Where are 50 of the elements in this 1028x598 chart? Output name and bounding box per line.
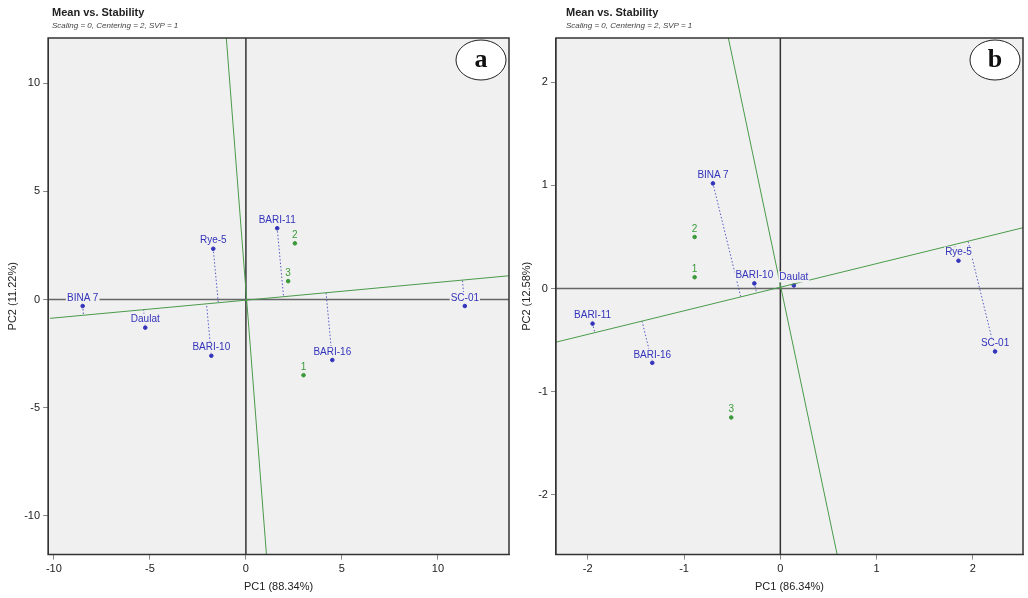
x-tick-label: -1 — [679, 562, 689, 575]
text: BARI-10 — [735, 269, 774, 281]
text: BARI-16 — [633, 348, 672, 360]
text: 1 — [300, 360, 307, 372]
chart-title: Mean vs. Stability — [566, 6, 659, 18]
x-tick-label: -10 — [45, 562, 62, 575]
x-tick-label: -2 — [582, 562, 593, 575]
y-tick-label: 0 — [33, 292, 41, 305]
text: 2 — [292, 229, 299, 241]
text: Daulat — [130, 313, 160, 325]
text: BARI-11 — [574, 309, 612, 321]
y-tick-label: 1 — [541, 178, 548, 191]
x-tick-label: 0 — [777, 562, 784, 575]
y-axis-title: PC2 (11.22%) — [5, 262, 18, 331]
chart-title: Mean vs. Stability — [52, 6, 145, 18]
chart-subtitle: Scaling = 0, Centering = 2, SVP = 1 — [566, 21, 693, 30]
text: BARI-11 — [258, 213, 297, 225]
text: SC-01 — [450, 291, 480, 303]
y-tick-label: -2 — [538, 487, 548, 500]
annotation: b — [987, 43, 1003, 73]
text: Daulat — [779, 271, 809, 283]
text: 2 — [691, 222, 698, 234]
x-tick-label: -5 — [144, 562, 155, 575]
x-tick-label: 10 — [431, 562, 445, 575]
x-tick-label: 1 — [873, 562, 880, 575]
x-tick-label: 0 — [242, 562, 249, 575]
text: Rye-5 — [199, 234, 228, 246]
y-tick-label: 10 — [27, 76, 41, 89]
text: 3 — [728, 403, 735, 415]
text: BINA 7 — [67, 291, 99, 303]
text: Rye-5 — [945, 246, 973, 258]
y-tick-label: 0 — [541, 281, 548, 294]
text: 3 — [285, 266, 292, 278]
x-tick-label: 2 — [969, 562, 976, 575]
y-tick-label: -5 — [30, 400, 41, 413]
x-axis-title: PC1 (86.34%) — [754, 580, 825, 593]
text: SC-01 — [980, 337, 1010, 349]
chart-subtitle: Scaling = 0, Centering = 2, SVP = 1 — [52, 21, 179, 30]
y-tick-label: 2 — [541, 75, 548, 88]
y-tick-label: -10 — [24, 508, 41, 521]
y-tick-label: -1 — [538, 384, 548, 397]
text: BARI-16 — [313, 345, 352, 357]
y-tick-label: 5 — [33, 184, 41, 197]
text: BINA 7 — [697, 169, 729, 181]
x-axis-title: PC1 (88.34%) — [244, 580, 314, 593]
annotation: a — [474, 43, 488, 73]
text: 1 — [691, 262, 698, 274]
y-axis-title: PC2 (12.58%) — [519, 261, 532, 331]
text: BARI-10 — [192, 341, 231, 353]
x-tick-label: 5 — [338, 562, 345, 575]
